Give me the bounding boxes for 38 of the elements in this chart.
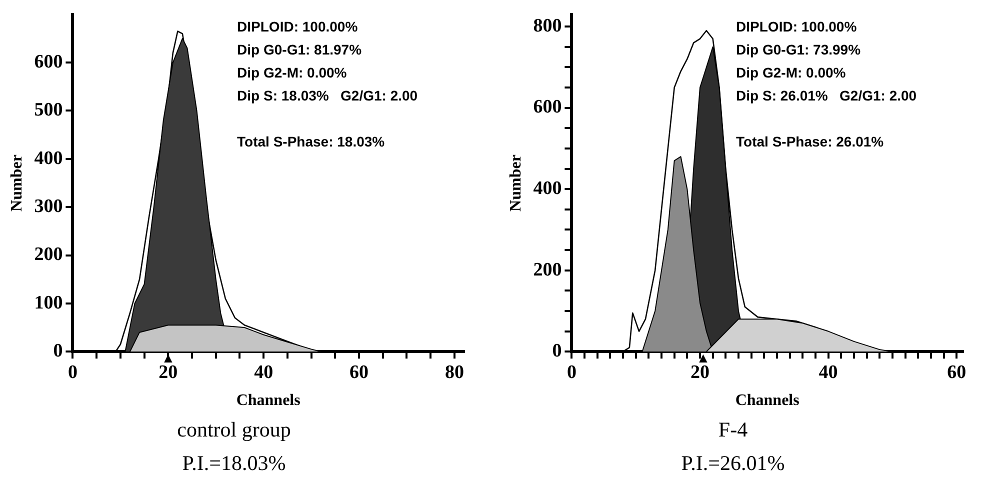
- x-axis-title: Channels: [735, 392, 800, 410]
- annotation: Total S-Phase: 26.01%: [736, 133, 884, 150]
- x-tick-label: 60: [350, 362, 369, 383]
- annotation: Dip S: 18.03% G2/G1: 2.00: [237, 87, 418, 104]
- text: control group: [177, 418, 291, 442]
- annotation: Dip G2-M: 0.00%: [237, 64, 348, 80]
- x-tick-label: 40: [818, 362, 838, 383]
- y-tick-label: 0: [552, 340, 562, 362]
- y-tick-label: 300: [34, 196, 63, 217]
- x-tick-label: 0: [68, 362, 78, 383]
- x-axis-title: Channels: [236, 392, 300, 410]
- y-axis-title: Number: [8, 154, 26, 212]
- y-tick-label: 200: [533, 259, 562, 280]
- x-tick-label: 40: [254, 362, 274, 383]
- text: P.I.=18.03%: [182, 450, 286, 475]
- text: P.I.=26.01%: [681, 450, 785, 475]
- annotation: DIPLOID: 100.00%: [736, 18, 858, 34]
- annotation: Dip G2-M: 0.00%: [736, 64, 846, 80]
- y-tick-label: 100: [34, 292, 63, 314]
- annotation: Dip G0-G1: 81.97%: [237, 41, 362, 58]
- y-axis-title: Number: [508, 154, 525, 212]
- x-tick-label: 20: [158, 362, 178, 383]
- annotation: Dip S: 26.01% G2/G1: 2.00: [736, 87, 917, 104]
- y-tick-label: 600: [34, 51, 63, 72]
- y-tick-label: 200: [34, 244, 63, 266]
- x-tick-label: 0: [566, 362, 576, 383]
- y-tick-label: 0: [53, 340, 63, 362]
- x-tick-label: 60: [947, 362, 966, 383]
- y-tick-label: 600: [533, 96, 562, 118]
- x-tick-label: 80: [444, 362, 464, 383]
- y-tick-label: 400: [533, 178, 562, 199]
- y-tick-label: 500: [34, 100, 63, 121]
- annotation: Dip G0-G1: 73.99%: [736, 41, 862, 58]
- y-tick-label: 800: [533, 15, 562, 36]
- annotation: Total S-Phase: 18.03%: [237, 133, 386, 150]
- y-tick-label: 400: [34, 148, 63, 169]
- text: F-4: [718, 418, 748, 442]
- annotation: DIPLOID: 100.00%: [237, 18, 358, 34]
